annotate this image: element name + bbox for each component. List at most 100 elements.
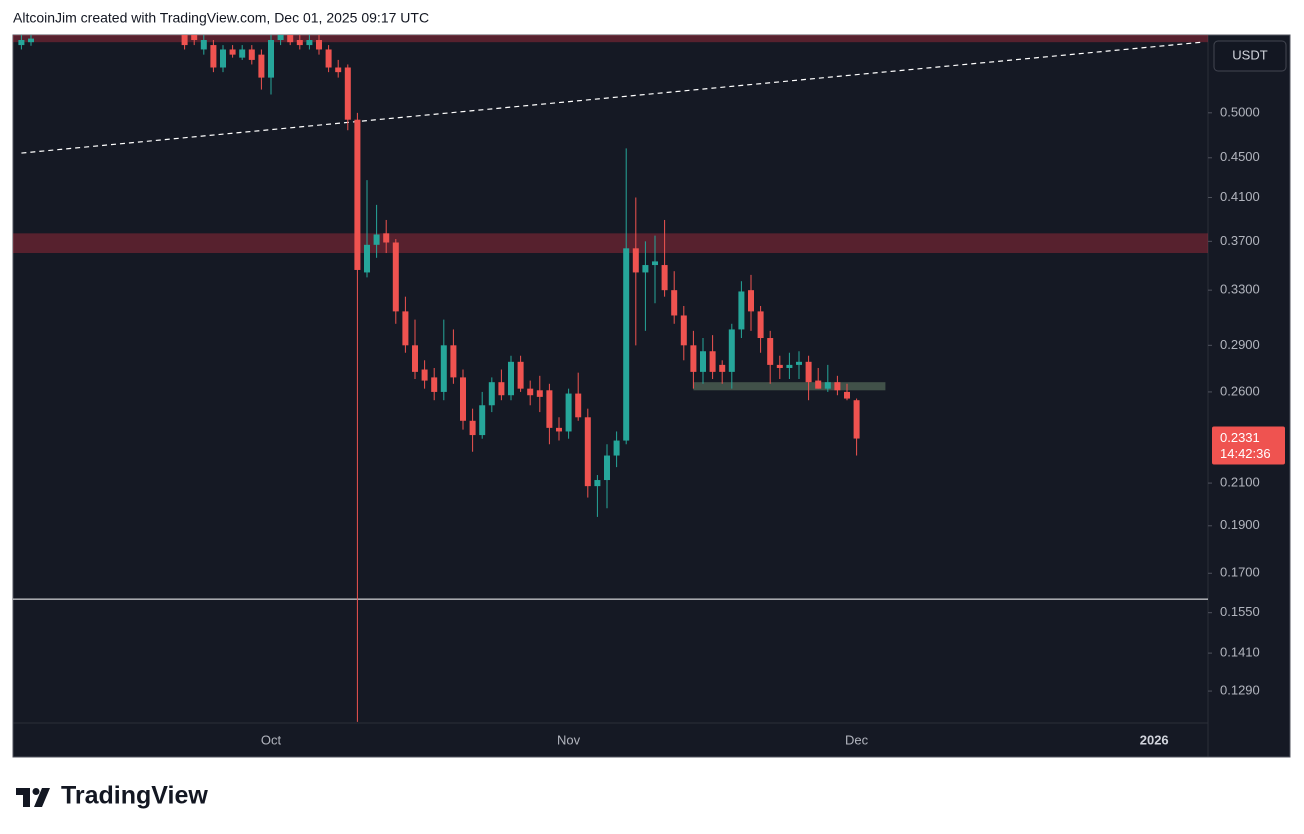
candle-body (565, 393, 572, 432)
candle-body (623, 248, 630, 441)
candle-body (709, 351, 716, 372)
candle-body (469, 420, 476, 436)
candle-body (344, 67, 351, 120)
candle-body (844, 391, 850, 399)
chart-panel (13, 35, 1290, 757)
candle-body (402, 311, 409, 346)
panel-border (12, 34, 1291, 758)
candle-body (229, 49, 236, 55)
currency: USDT (1232, 47, 1267, 62)
candle-body (335, 67, 342, 73)
candle-body (373, 234, 380, 245)
candle-body (757, 311, 764, 339)
y-tick-label: 0.5000 (1220, 104, 1260, 119)
candle-body (248, 49, 255, 60)
candle-body (354, 119, 361, 270)
y-tick-label: 0.1900 (1220, 517, 1260, 532)
candle-body (200, 40, 207, 50)
candle-body (661, 265, 668, 291)
candle-body (450, 345, 457, 378)
candle-body (364, 244, 370, 273)
candle-body (738, 291, 745, 330)
zone (693, 382, 886, 391)
countdown: 14:42:36 (1220, 446, 1271, 461)
header: AltcoinJim created with TradingView.com,… (13, 10, 429, 26)
x-tick-label: Dec (845, 732, 869, 747)
y-tick-label: 0.4500 (1220, 149, 1260, 164)
candle-body (277, 35, 284, 41)
candle-body (479, 405, 486, 436)
candle-body (824, 382, 831, 389)
y-tick-label: 0.1550 (1220, 604, 1260, 619)
y-tick-label: 0.2600 (1220, 383, 1260, 398)
candle-body (853, 400, 860, 439)
candle-body (239, 49, 246, 58)
candle-body (296, 40, 303, 46)
logo (16, 788, 50, 807)
candle-body (786, 364, 793, 368)
candle-body (431, 377, 438, 392)
candle-body (815, 380, 822, 389)
candle-body (421, 369, 428, 381)
y-tick-label: 0.1410 (1220, 645, 1260, 660)
candle-body (796, 361, 802, 365)
y-tick-label: 0.1700 (1220, 565, 1260, 580)
candle-body (613, 440, 620, 456)
candle-body (536, 390, 543, 397)
candle-body (594, 480, 601, 487)
zone (13, 35, 1208, 43)
candle-body (18, 40, 25, 46)
candle-body (460, 377, 466, 421)
candle-body (834, 382, 841, 391)
currency-button[interactable] (1213, 40, 1287, 72)
candle-body (191, 35, 198, 41)
zone (13, 233, 1208, 254)
candle-body (584, 417, 591, 487)
candle-body (604, 455, 610, 481)
candle-body (325, 49, 332, 68)
candle-body (728, 329, 735, 372)
candle-body (498, 382, 505, 396)
x-tick-label: Nov (557, 732, 581, 747)
candle-body (210, 45, 217, 68)
candle-body (776, 364, 783, 368)
candle-body (556, 427, 562, 432)
candle-body (28, 38, 34, 43)
candle-body (508, 361, 514, 396)
x-tick-label: Oct (261, 732, 282, 747)
candle-body (700, 351, 706, 372)
candle-body (642, 265, 649, 273)
candle-body (632, 248, 639, 273)
brand: TradingView (61, 782, 208, 810)
candle-body (268, 40, 274, 78)
candle-body (383, 233, 390, 243)
candle-body (258, 54, 265, 78)
candle-body (412, 345, 418, 372)
candle-body (527, 388, 534, 396)
y-tick-label: 0.4100 (1220, 189, 1260, 204)
y-tick-label: 0.3300 (1220, 282, 1260, 297)
candle-body (767, 338, 774, 365)
candle-body (517, 361, 524, 389)
candle-body (287, 35, 294, 43)
candle-body (652, 261, 658, 266)
candle-body (690, 345, 697, 372)
candle-body (546, 390, 553, 428)
candle-body (440, 345, 447, 392)
candle-body (392, 242, 399, 312)
x-tick-label: 2026 (1140, 732, 1169, 747)
candle-body (181, 35, 188, 46)
y-tick-label: 0.3700 (1220, 233, 1260, 248)
last-price: 0.2331 (1220, 430, 1260, 445)
y-tick-label: 0.2900 (1220, 337, 1260, 352)
candle-body (748, 290, 754, 312)
candle-body (220, 49, 226, 68)
y-tick-label: 0.2100 (1220, 475, 1260, 490)
y-tick-label: 0.1290 (1220, 683, 1260, 698)
candle-body (306, 40, 313, 46)
last-price-box (1212, 426, 1285, 465)
candle-body (488, 382, 495, 406)
candle-body (316, 40, 322, 50)
